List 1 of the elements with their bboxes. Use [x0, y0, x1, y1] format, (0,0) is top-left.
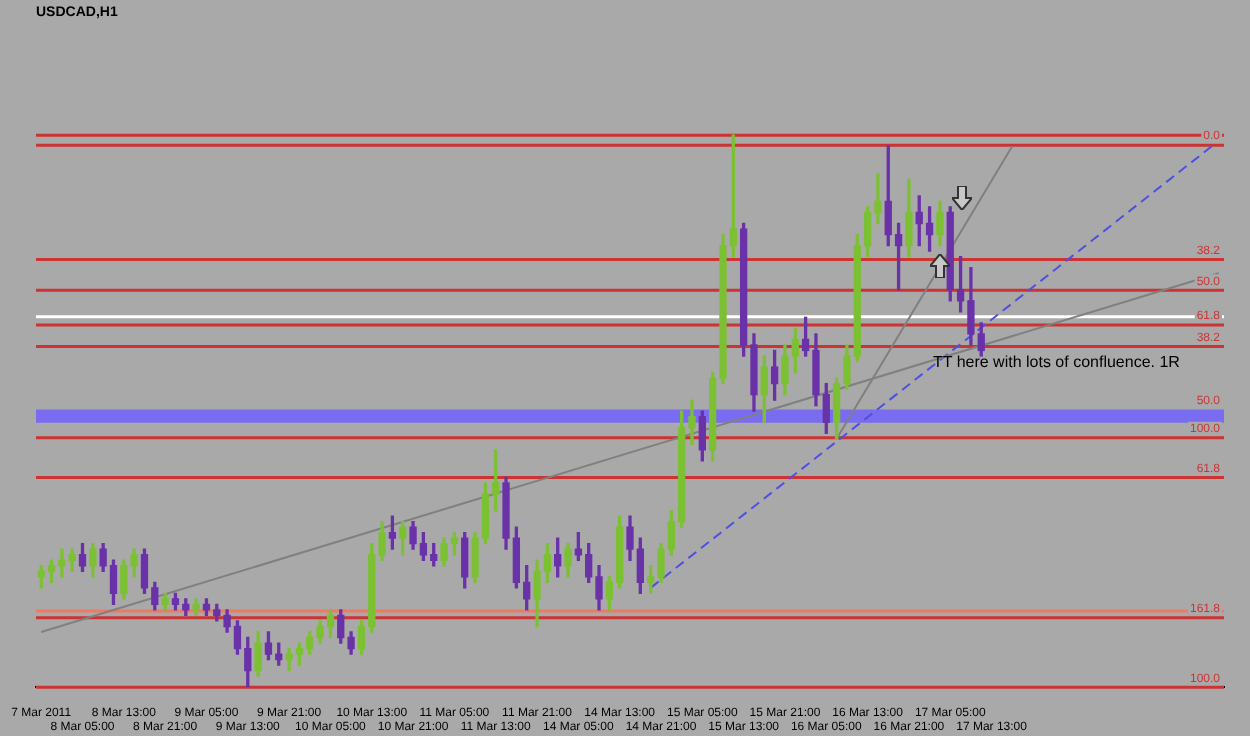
annotation: TT here with lots of confluence. 1R — [932, 353, 1181, 372]
